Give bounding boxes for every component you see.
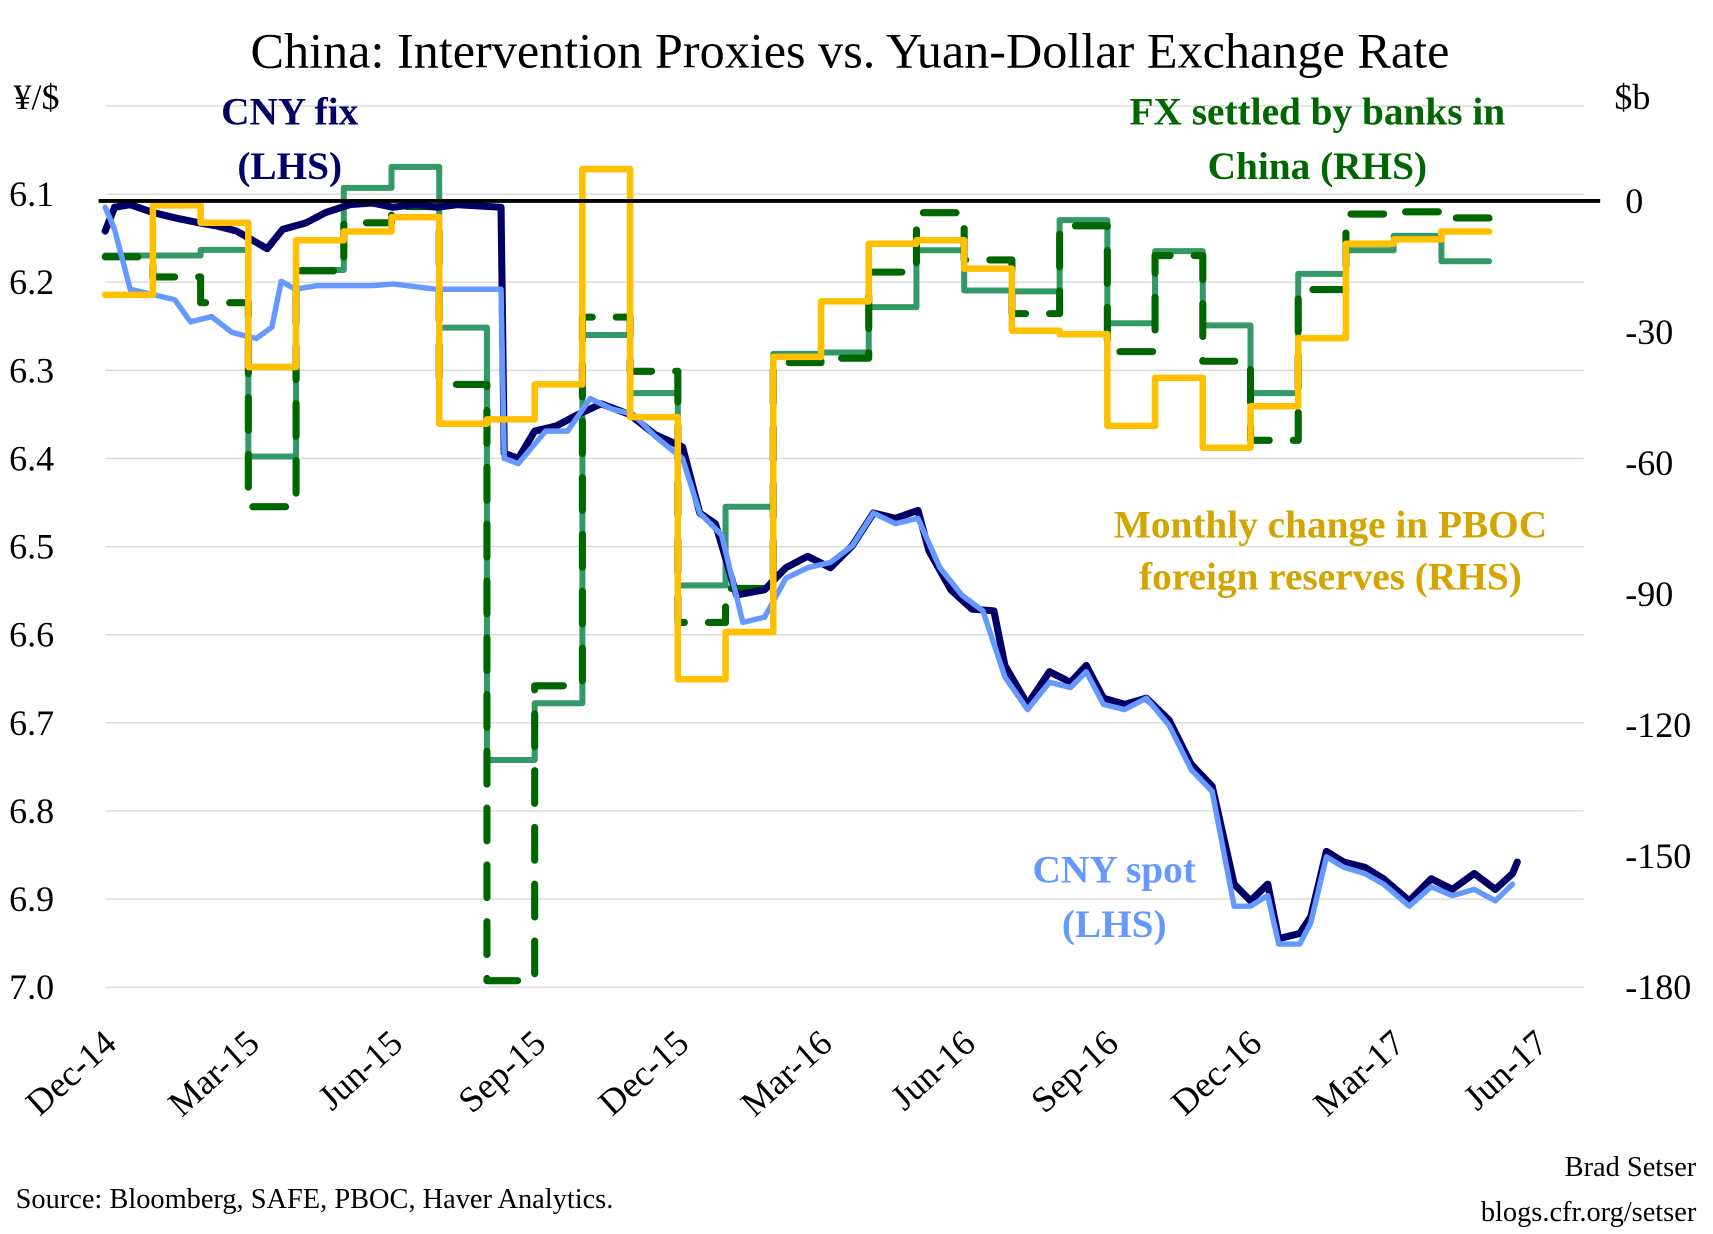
- right-tick-label: -120: [1625, 705, 1691, 745]
- annotation-line: (LHS): [237, 144, 342, 188]
- annotation-pboc-reserves: Monthly change in PBOC foreign reserves …: [1114, 502, 1547, 598]
- left-tick-label: 6.6: [9, 615, 54, 655]
- x-tick-label: Dec-15: [591, 1022, 697, 1123]
- x-tick-label: Sep-16: [1023, 1022, 1126, 1120]
- left-tick-label: 6.3: [9, 350, 54, 390]
- left-tick-label: 6.5: [9, 527, 54, 567]
- annotation-line: CNY spot: [1033, 847, 1196, 891]
- right-tick-label: -180: [1625, 967, 1691, 1007]
- series-line-pboc-reserves: [101, 165, 1493, 683]
- left-tick-label: 7.0: [9, 967, 54, 1007]
- chart-title: China: Intervention Proxies vs. Yuan-Dol…: [250, 23, 1449, 79]
- left-axis-ticks: 6.1 6.2 6.3 6.4 6.5 6.6 6.7 6.8 6.9 7.0: [9, 174, 54, 1007]
- left-tick-label: 6.1: [9, 174, 54, 214]
- annotation-line: CNY fix: [221, 89, 359, 133]
- author-credit: Brad Setser: [1565, 1152, 1697, 1183]
- x-tick-label: Mar-17: [1306, 1022, 1413, 1124]
- annotation-line: (LHS): [1062, 902, 1167, 946]
- left-axis-unit: ¥/$: [13, 77, 59, 117]
- left-tick-label: 6.4: [9, 438, 54, 478]
- right-tick-label: -150: [1625, 836, 1691, 876]
- left-tick-label: 6.8: [9, 791, 54, 831]
- x-tick-label: Mar-16: [733, 1022, 840, 1124]
- annotation-line: China (RHS): [1208, 144, 1427, 188]
- annotation-line: FX settled by banks in: [1130, 89, 1506, 133]
- series-line-fx-settled-solid: [102, 163, 1493, 764]
- x-tick-label: Jun-17: [1456, 1022, 1556, 1117]
- right-tick-label: 0: [1625, 181, 1643, 221]
- left-tick-label: 6.2: [9, 262, 54, 302]
- x-tick-label: Mar-15: [160, 1022, 267, 1124]
- left-tick-label: 6.7: [9, 703, 54, 743]
- x-tick-label: Sep-15: [451, 1022, 554, 1120]
- x-tick-label: Jun-15: [310, 1022, 410, 1117]
- annotation-line: foreign reserves (RHS): [1139, 555, 1522, 599]
- x-tick-label: Dec-16: [1163, 1022, 1269, 1123]
- source-note: Source: Bloomberg, SAFE, PBOC, Haver Ana…: [16, 1184, 614, 1215]
- annotation-cny-spot: CNY spot (LHS): [1033, 847, 1196, 946]
- blog-link[interactable]: blogs.cfr.org/setser: [1481, 1197, 1697, 1228]
- annotation-cny-fix: CNY fix (LHS): [221, 89, 359, 188]
- annotation-line: Monthly change in PBOC: [1114, 502, 1547, 546]
- x-tick-label: Jun-16: [883, 1022, 983, 1117]
- series-group: [101, 163, 1521, 985]
- annotation-fx-settled: FX settled by banks in China (RHS): [1130, 89, 1506, 188]
- x-tick-label: Dec-14: [18, 1022, 124, 1123]
- gridlines: [105, 105, 1584, 988]
- right-axis-ticks: 0 -30 -60 -90 -120 -150 -180: [1625, 181, 1691, 1007]
- right-tick-label: -90: [1625, 574, 1673, 614]
- series-line-fx-settled-dashed: [101, 203, 1493, 985]
- right-tick-label: -60: [1625, 443, 1673, 483]
- x-axis-ticks: Dec-14 Mar-15 Jun-15 Sep-15 Dec-15 Mar-16 Jun-…: [18, 1022, 1555, 1124]
- left-tick-label: 6.9: [9, 879, 54, 919]
- right-axis-unit: $b: [1614, 77, 1650, 117]
- right-tick-label: -30: [1625, 312, 1673, 352]
